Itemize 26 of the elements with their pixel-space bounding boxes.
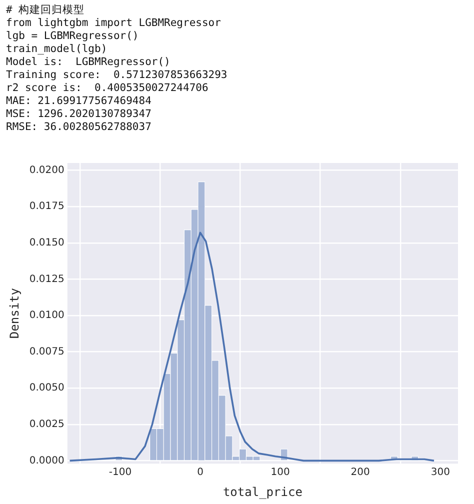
x-axis-title: total_price	[222, 484, 302, 499]
y-tick-label: 0.0200	[29, 164, 64, 176]
y-tick-label: 0.0100	[29, 310, 64, 322]
y-tick-label: 0.0050	[29, 382, 64, 394]
text: r2 score is: 0.4005350027244706	[6, 82, 210, 95]
text: from lightgbm import LGBMRegressor	[6, 17, 222, 30]
x-tick-label: 0	[197, 467, 204, 478]
y-tick-label: 0.0025	[29, 418, 64, 430]
text: MSE: 1296.2020130789347	[6, 108, 152, 121]
y-axis-title: Density	[7, 288, 22, 339]
y-tick-label: 0.0175	[29, 201, 64, 212]
x-tick-label: 200	[350, 467, 370, 478]
x-tick-label: -100	[108, 467, 132, 478]
y-tick-label: 0.0075	[29, 346, 64, 358]
text: MAE: 21.699177567469484	[6, 95, 152, 108]
text: Model is: LGBMRegressor()	[6, 56, 172, 69]
text: # 构建回归模型	[6, 4, 86, 17]
y-tick-label: 0.0000	[29, 455, 64, 466]
text: train_model(lgb)	[6, 43, 108, 56]
x-tick-label: 100	[270, 467, 290, 478]
x-tick-label: 300	[430, 467, 450, 478]
y-tick-label: 0.0125	[29, 274, 64, 285]
text: RMSE: 36.00280562788037	[6, 121, 152, 134]
text: Training score: 0.5712307853663293	[6, 69, 228, 82]
text: lgb = LGBMRegressor()	[6, 30, 140, 43]
y-tick-label: 0.0150	[29, 237, 64, 248]
